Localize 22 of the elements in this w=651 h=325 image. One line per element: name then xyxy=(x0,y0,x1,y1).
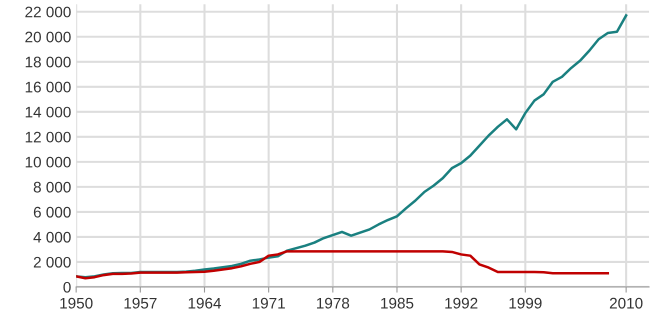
y-tick-label: 2 000 xyxy=(34,256,71,268)
x-tick-label: 1957 xyxy=(124,298,157,309)
y-tick-label: 8 000 xyxy=(34,182,71,193)
x-tick-label: 1971 xyxy=(252,298,285,309)
y-tick-label: 10 000 xyxy=(26,156,71,168)
y-tick-label: 14 000 xyxy=(26,106,71,118)
y-tick-label: 6 000 xyxy=(34,206,71,218)
x-tick-label: 1999 xyxy=(509,298,542,309)
y-tick-label: 4 000 xyxy=(33,232,71,243)
y-tick-label: 0 xyxy=(63,282,71,293)
x-tick-label: 1964 xyxy=(188,298,222,309)
x-tick-label: 1985 xyxy=(381,298,414,309)
x-tick-label: 1978 xyxy=(316,298,350,309)
x-tick-label: 2010 xyxy=(610,298,643,309)
x-tick-label: 1950 xyxy=(60,298,93,309)
y-tick-label: 12 000 xyxy=(26,132,71,143)
x-tick-label: 1992 xyxy=(445,298,478,309)
line-series xyxy=(76,250,610,280)
y-tick-label: 18 000 xyxy=(26,56,71,68)
y-tick-label: 22 000 xyxy=(25,6,71,18)
y-tick-label: 20 000 xyxy=(25,32,71,42)
y-tick-label: 16 000 xyxy=(26,82,71,92)
